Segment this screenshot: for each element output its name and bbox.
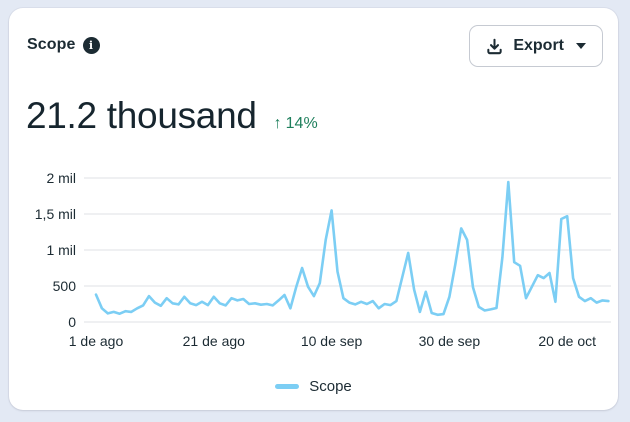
chart-line-scope[interactable] [94,180,610,317]
legend: Scope [9,376,618,396]
metric-value: 21.2 thousand [26,95,257,136]
y-axis-tick-label: 0 [68,314,76,330]
metric-delta: ↑ 14% [274,115,318,133]
info-icon[interactable]: i [82,36,100,54]
export-button-label: Export [513,37,564,54]
x-axis-tick-label: 30 de sep [419,333,481,349]
card-title: Scope [27,36,76,53]
chevron-down-icon [576,43,586,49]
scope-chart[interactable]: 0 500 1 mil 1,5 mil 2 mil 1 de ago 21 de ago 10… [9,160,618,360]
x-axis-tick-label: 1 de ago [69,333,124,349]
y-axis-tick-label: 1 mil [46,242,76,258]
metric-row: 21.2 thousand ↑ 14% [26,92,598,140]
metric-delta-value: 14% [285,115,318,132]
card-header: Scope i [27,36,100,54]
y-axis-tick-label: 2 mil [46,170,76,186]
arrow-up-icon: ↑ [273,115,282,132]
x-axis-tick-label: 20 de oct [538,333,596,349]
x-axis-tick-label: 10 de sep [301,333,363,349]
legend-line-swatch [275,383,300,389]
y-axis-tick-label: 500 [53,278,77,294]
scope-card: Scope i Export 21.2 thousand ↑ 14% 0 500 1… [9,8,618,410]
legend-item-scope[interactable]: Scope [309,377,352,395]
download-icon [487,38,502,54]
x-axis-tick-label: 21 de ago [183,333,245,349]
chart-area[interactable]: 0 500 1 mil 1,5 mil 2 mil 1 de ago 21 de ago 10… [9,160,618,360]
y-axis-tick-label: 1,5 mil [35,206,76,222]
export-button[interactable]: Export [469,25,603,67]
